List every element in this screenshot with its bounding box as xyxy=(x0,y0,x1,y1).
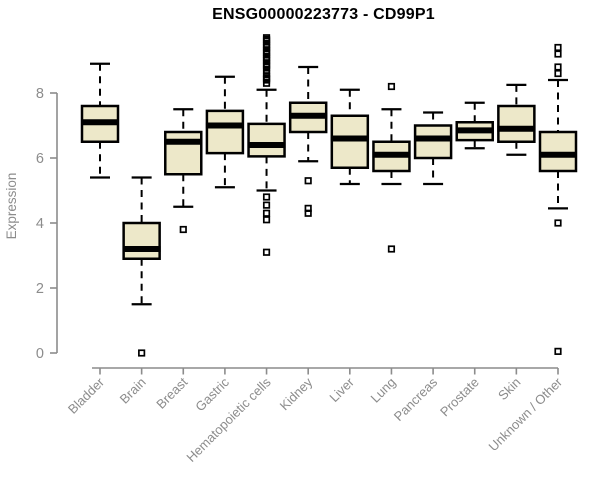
y-tick-label: 6 xyxy=(36,151,44,167)
x-category-label: Liver xyxy=(326,374,357,405)
outlier-point xyxy=(179,225,187,234)
box-iqr xyxy=(247,122,286,158)
x-category-label: Unknown / Other xyxy=(486,374,566,454)
outlier-point xyxy=(554,219,562,227)
box-iqr xyxy=(330,114,370,169)
outlier-point xyxy=(262,79,271,87)
x-category-label: Kidney xyxy=(277,374,316,413)
box-iqr xyxy=(497,104,536,143)
y-axis-title: Expression xyxy=(4,173,19,240)
box-iqr xyxy=(205,109,245,155)
chart-title: ENSG00000223773 - CD99P1 xyxy=(212,6,435,23)
y-tick-label: 0 xyxy=(36,346,44,362)
y-tick-label: 8 xyxy=(36,86,44,102)
box-iqr xyxy=(164,130,203,176)
x-category-label: Brain xyxy=(117,375,149,407)
box-iqr xyxy=(122,221,161,260)
outlier-point xyxy=(304,209,312,217)
outlier-point xyxy=(554,50,562,58)
box-iqr xyxy=(413,124,453,160)
x-category-label: Prostate xyxy=(437,375,482,420)
outlier-point xyxy=(554,69,562,78)
x-category-label: Lung xyxy=(368,375,399,406)
y-tick-label: 2 xyxy=(36,281,44,297)
outlier-point xyxy=(387,245,396,253)
outlier-point xyxy=(554,347,562,355)
y-tick-label: 4 xyxy=(36,216,44,232)
x-category-label: Skin xyxy=(495,375,523,403)
outlier-point xyxy=(554,63,562,71)
x-category-label: Pancreas xyxy=(391,374,441,424)
outlier-point xyxy=(387,82,396,91)
x-category-label: Breast xyxy=(153,374,190,411)
outlier-point xyxy=(262,216,271,224)
outlier-point xyxy=(262,193,271,201)
outlier-point xyxy=(262,248,271,256)
x-category-label: Bladder xyxy=(65,374,108,417)
outlier-point xyxy=(262,209,271,217)
x-category-label: Gastric xyxy=(192,374,232,414)
outlier-point xyxy=(138,349,146,357)
outlier-point xyxy=(262,201,271,209)
outlier-point xyxy=(304,177,312,185)
outlier-point xyxy=(554,43,562,52)
box-iqr xyxy=(538,130,578,173)
